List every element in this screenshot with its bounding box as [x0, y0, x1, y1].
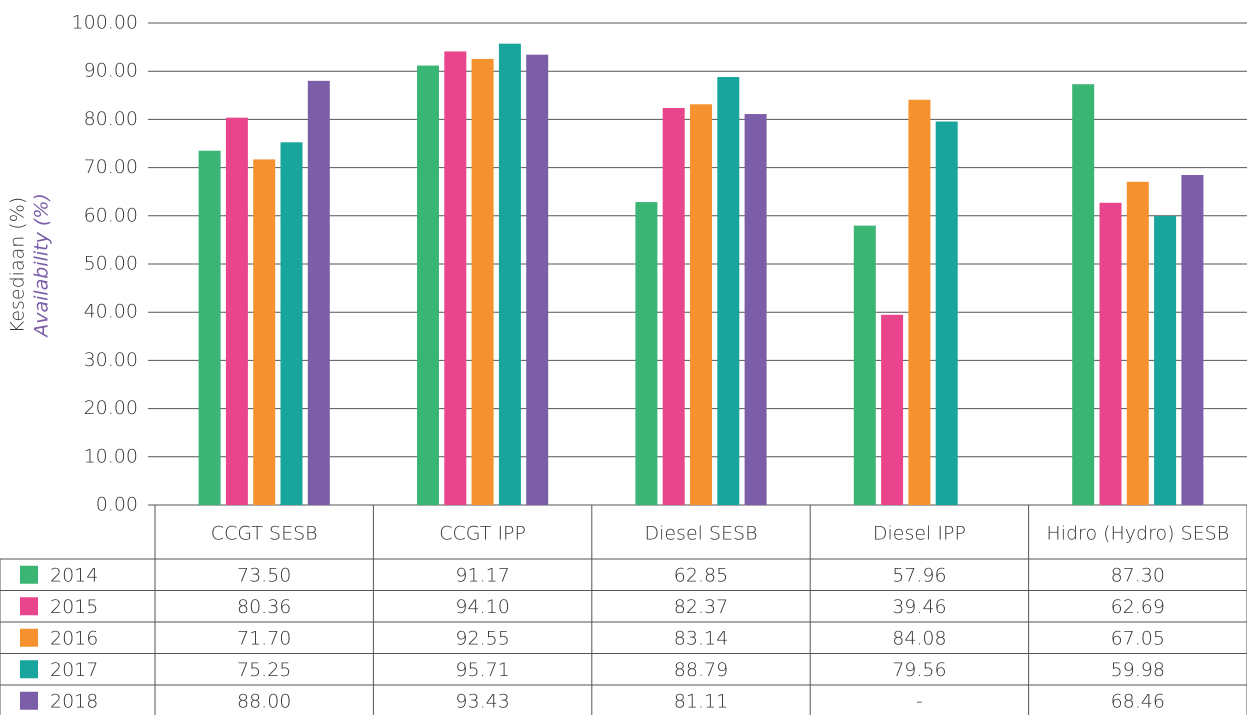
legend-swatch — [20, 691, 38, 710]
y-tick-label: 30.00 — [84, 349, 138, 371]
bar — [253, 159, 276, 505]
table-value: 93.43 — [455, 690, 509, 712]
legend-swatch — [20, 660, 38, 679]
table-value: 71.70 — [237, 627, 291, 649]
category-label: CCGT IPP — [439, 523, 526, 545]
y-tick-label: 0.00 — [96, 494, 138, 516]
legend-label: 2017 — [50, 659, 98, 681]
table-value: 94.10 — [455, 596, 509, 618]
table-value: - — [916, 690, 923, 712]
table-value: 67.05 — [1111, 627, 1165, 649]
bar — [690, 104, 712, 505]
legend-label: 2018 — [50, 690, 98, 712]
y-tick-label: 50.00 — [84, 253, 138, 275]
y-tick-label: 80.00 — [84, 108, 138, 130]
table-value: 95.71 — [455, 659, 509, 681]
bar — [444, 51, 467, 506]
y-tick-label: 60.00 — [84, 204, 138, 226]
bar — [198, 150, 221, 506]
table-value: 39.46 — [892, 596, 946, 618]
table-value: 57.96 — [892, 564, 946, 586]
legend-swatch — [20, 565, 38, 584]
bar — [1072, 84, 1095, 506]
bar — [1154, 215, 1177, 505]
bar — [526, 54, 549, 506]
bar — [307, 80, 330, 505]
bar — [635, 202, 658, 506]
bar — [908, 99, 931, 505]
table-value: 62.69 — [1111, 596, 1165, 618]
bar — [280, 142, 303, 506]
bar — [1099, 202, 1122, 505]
table-value: 68.46 — [1111, 690, 1165, 712]
table-value: 91.17 — [455, 564, 509, 586]
table-value: 81.11 — [674, 690, 728, 712]
table-value: 62.85 — [674, 564, 728, 586]
bar — [717, 77, 740, 506]
bar — [1126, 181, 1149, 505]
bar — [881, 314, 904, 505]
table-value: 83.14 — [674, 627, 728, 649]
bar — [471, 58, 494, 506]
table-value: 75.25 — [237, 659, 291, 681]
bar — [935, 121, 958, 505]
y-axis-label: Kesediaan (%) — [7, 197, 29, 333]
y-axis-label-en: Availability (%) — [31, 193, 53, 339]
table-value: 79.56 — [892, 659, 946, 681]
y-tick-label: 90.00 — [84, 60, 138, 82]
legend-label: 2014 — [50, 564, 98, 586]
category-label: Diesel SESB — [644, 523, 757, 545]
category-label: Hidro (Hydro) SESB — [1046, 523, 1229, 545]
legend-swatch — [20, 597, 38, 616]
table-value: 59.98 — [1111, 659, 1165, 681]
bar — [853, 225, 876, 505]
y-tick-label: 70.00 — [84, 156, 138, 178]
table-value: 73.50 — [237, 564, 291, 586]
category-label: CCGT SESB — [211, 523, 318, 545]
legend-swatch — [20, 628, 38, 647]
legend-label: 2015 — [50, 596, 98, 618]
table-value: 88.00 — [237, 690, 291, 712]
bar — [417, 65, 439, 505]
table-value: 80.36 — [237, 596, 291, 618]
y-tick-label: 100.00 — [72, 12, 138, 34]
y-tick-label: 40.00 — [84, 301, 138, 323]
table-value: 88.79 — [674, 659, 728, 681]
table-value: 84.08 — [892, 627, 946, 649]
bar — [225, 117, 248, 506]
y-tick-label: 20.00 — [84, 397, 138, 419]
bar — [744, 114, 767, 505]
table-value: 82.37 — [674, 596, 728, 618]
category-label: Diesel IPP — [873, 523, 966, 545]
y-tick-label: 10.00 — [84, 445, 138, 467]
legend-label: 2016 — [50, 627, 98, 649]
bar — [498, 43, 521, 506]
bar — [1181, 175, 1204, 505]
table-value: 92.55 — [455, 627, 509, 649]
table-value: 87.30 — [1111, 564, 1165, 586]
bar — [662, 107, 685, 506]
